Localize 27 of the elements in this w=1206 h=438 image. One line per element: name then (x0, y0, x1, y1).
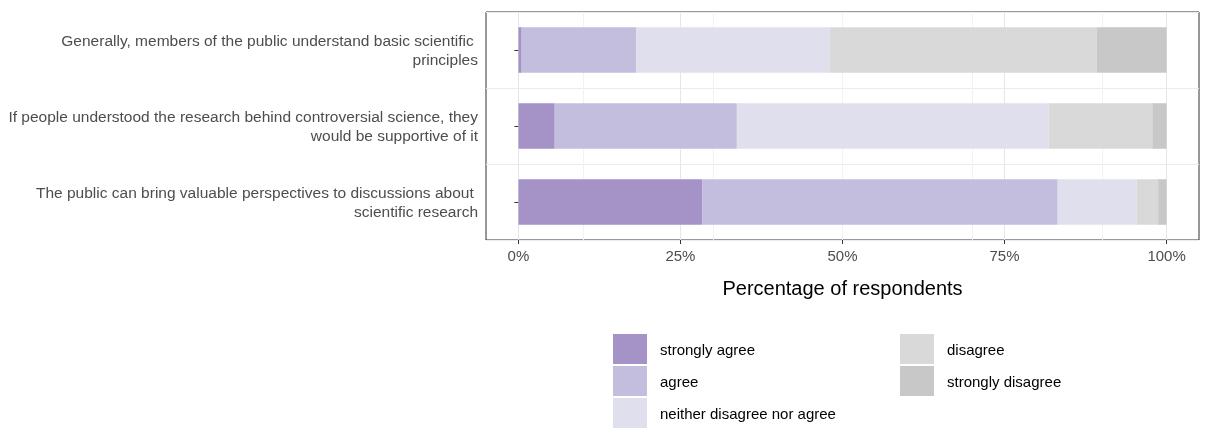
y-tick-label: The public can bring valuable perspectives to discussions about scientific research (35, 184, 478, 220)
bar (1057, 179, 1137, 225)
x-axis-title: Percentage of respondents (722, 277, 963, 299)
bar (518, 103, 555, 149)
x-tick-label: 0% (507, 247, 530, 264)
legend-label: agree (660, 372, 699, 390)
legend-label: strongly agree (660, 340, 756, 358)
bar (829, 27, 1097, 73)
bar (1096, 27, 1167, 73)
x-tick-label: 100% (1147, 247, 1186, 264)
x-tick-label: 75% (989, 247, 1020, 264)
bar (518, 179, 703, 225)
y-tick-label: If people understood the research behind controversial science, they would be supportive of it (8, 108, 479, 144)
bar (1136, 179, 1159, 225)
bar (518, 27, 522, 73)
x-tick-label: 25% (665, 247, 696, 264)
legend-label: neither disagree nor agree (660, 404, 836, 422)
bar (1152, 103, 1167, 149)
bar (1158, 179, 1167, 225)
bar (554, 103, 737, 149)
bar (1048, 103, 1153, 149)
legend-label: strongly disagree (947, 372, 1062, 390)
x-tick-label: 50% (827, 247, 858, 264)
bar (702, 179, 1058, 225)
y-tick-label: Generally, members of the public understand basic scientific principles (61, 32, 479, 68)
bar (521, 27, 637, 73)
legend-label: disagree (947, 340, 1005, 358)
